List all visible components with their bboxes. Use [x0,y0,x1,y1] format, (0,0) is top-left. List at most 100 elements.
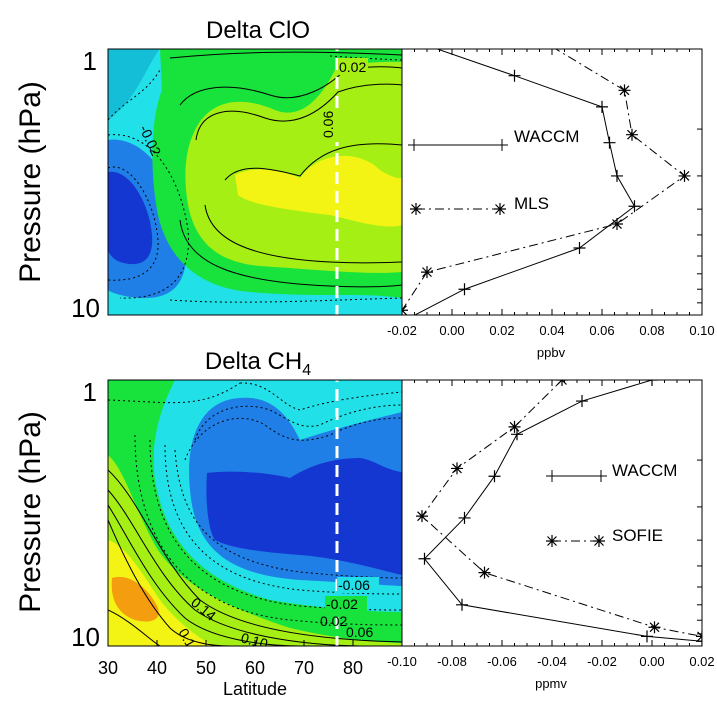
ch4-point-waccm [456,598,468,611]
clo-xtick-label: -0.02 [387,323,417,338]
clo-contours [169,51,402,288]
clo-legend-mls-label: MLS [514,194,549,213]
ch4-point-sofie [478,566,491,579]
clo-legend-waccm-mark2 [496,139,508,151]
ch4-point-waccm [696,635,702,646]
clo-legend-mls-marks [410,203,506,215]
clo-contour-label-pos06: 0.06 [320,111,336,138]
clo-xtick-label: 0.00 [439,323,464,338]
clo-profile-ticks: -0.02 0.00 0.02 0.04 0.06 0.08 0.10 [387,49,715,338]
clo-point-waccm [458,283,471,296]
clo-point-waccm [603,136,616,149]
ch4-point-sofie [451,462,463,475]
ch4-map-panel: -0.06 -0.02 0.02 0.06 0.10 0.14 0.18 Del… [14,348,403,699]
ch4-map-title-main: Delta CH [205,348,302,375]
ch4-xtick-label: -0.06 [487,654,517,669]
clo-point-mls [421,266,433,279]
ch4-orange-patch [111,576,159,622]
latitude-tick-label: 30 [98,658,118,678]
clo-point-waccm [508,69,521,82]
clo-point-waccm [573,242,586,255]
clo-map-title: Delta ClO [206,17,310,44]
latitude-axis-label: Latitude [223,679,287,699]
ch4-xtick-label: -0.04 [537,654,567,669]
ch4-point-sofie [696,630,702,643]
clo-point-mls [618,84,631,97]
ch4-point-sofie [416,510,428,523]
ch4-ytick-10: 10 [71,622,100,652]
ch4-point-waccm [458,511,471,524]
clo-legend-mls-star [494,203,506,215]
latitude-tick-label: 80 [343,658,363,678]
ch4-profile-xlabel: ppmv [535,676,567,691]
clo-point-mls [626,128,638,141]
ch4-xtick-label: -0.02 [587,654,617,669]
clo-legend-waccm-mark1 [408,139,420,151]
clo-dotted-contours [108,55,402,303]
ch4-contour-label-pos02: 0.02 [320,613,347,629]
clo-series-waccm [413,49,636,315]
clo-contour-labels: 0.02 0.06 -0.02 [136,58,368,158]
ch4-solid-contours [108,469,402,646]
ch4-xtick-label: 0.02 [689,654,714,669]
ch4-map-title-sub: 4 [302,362,311,379]
clo-yellow-region [235,155,402,227]
clo-xtick-label: 0.04 [539,323,564,338]
ch4-xtick-label: -0.08 [437,654,467,669]
ch4-point-waccm [646,380,658,386]
ch4-point-waccm [576,395,588,408]
clo-profile-series [402,49,691,315]
ch4-legend-waccm-label: WACCM [612,461,677,480]
ch4-legend-sofie-marks [546,535,605,547]
ch4-legend-sofie-star [593,535,605,547]
clo-cyan-band [108,49,160,120]
ch4-series-sofie [421,380,702,637]
latitude-tick-label: 40 [147,658,167,678]
ch4-legend: WACCM SOFIE [546,461,677,547]
clo-xtick-label: 0.02 [489,323,514,338]
clo-point-mls [678,169,691,182]
ch4-point-waccm [641,630,653,643]
ch4-lime-region [108,455,402,646]
ch4-map-ylabel: Pressure (hPa) [14,411,47,613]
ch4-contour-labels: -0.06 -0.02 0.02 0.06 0.10 0.14 0.18 [175,577,379,652]
clo-ytick-1: 1 [83,46,97,76]
clo-point-waccm [628,200,641,213]
ch4-legend-sofie-star [546,535,558,547]
latitude-tick-label: 70 [294,658,314,678]
ch4-profile-ticks: -0.10 -0.08 -0.06 -0.04 -0.02 0.00 0.02 [387,380,715,669]
clo-legend: WACCM MLS [408,127,579,215]
ch4-legend-waccm-mark2 [595,470,607,482]
ch4-profile-frame [401,379,703,647]
ch4-profile-series [416,380,702,646]
ch4-contour-label-pos06: 0.06 [346,624,373,640]
ch4-map-title: Delta CH4 [205,348,311,379]
clo-legend-mls-star [410,203,422,215]
clo-contour-label-pos02: 0.02 [339,59,366,75]
ch4-profile-panel: -0.10 -0.08 -0.06 -0.04 -0.02 0.00 0.02 WACCM … [387,379,715,691]
ch4-contour-label-neg06: -0.06 [338,577,370,593]
ch4-darkblue-region [206,458,402,575]
latitude-tick-label: 50 [196,658,216,678]
clo-point-mls [611,218,623,231]
clo-darkblue-patch [108,171,153,265]
ch4-point-sofie [648,621,661,634]
ch4-point-sofie [508,420,521,433]
ch4-xtick-label: -0.10 [387,654,417,669]
clo-point-waccm [611,169,623,182]
clo-xtick-label: 0.06 [589,323,614,338]
ch4-point-sofie [556,380,568,386]
ch4-ytick-1: 1 [83,377,97,407]
clo-xtick-label: 0.08 [639,323,664,338]
clo-ytick-10: 10 [71,293,100,323]
ch4-point-waccm [511,428,523,441]
ch4-xtick-label: 0.00 [639,654,664,669]
ch4-contour-label-pos10: 0.10 [239,629,270,652]
ch4-map-field: -0.06 -0.02 0.02 0.06 0.10 0.14 0.18 [108,380,402,652]
latitude-tick-labels: 30 40 50 60 70 80 [98,640,363,678]
clo-legend-waccm-label: WACCM [514,127,579,146]
ch4-contour-label-neg02: -0.02 [326,596,358,612]
clo-point-waccm [596,100,608,113]
clo-profile-panel: -0.02 0.00 0.02 0.04 0.06 0.08 0.10 WACCM MLS … [387,48,715,360]
